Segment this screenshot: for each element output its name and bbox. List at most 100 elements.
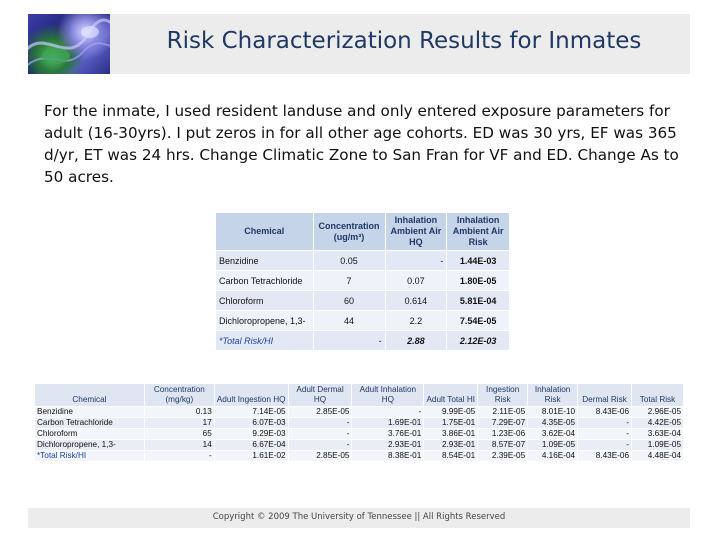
table2-cell: - bbox=[287, 428, 353, 440]
table2-cell: 4.48E-04 bbox=[631, 450, 684, 462]
table1-header-chemical: Chemical bbox=[215, 212, 314, 251]
table2-cell: - bbox=[577, 417, 632, 429]
table2-cell: 2.85E-05 bbox=[287, 406, 353, 418]
table2-cell: 1.23E-06 bbox=[477, 428, 529, 440]
table1-cell-risk: 2.12E-03 bbox=[446, 330, 510, 351]
table2-header-ingestion-hq: Adult Ingestion HQ bbox=[213, 383, 289, 407]
table-row-total: *Total Risk/HI - 1.61E-02 2.85E-05 8.38E… bbox=[34, 450, 684, 462]
table1-cell-hq: - bbox=[384, 250, 448, 271]
table2-cell: 4.35E-05 bbox=[527, 417, 579, 429]
table1-cell-hq: 0.614 bbox=[384, 290, 448, 311]
table2-cell: Carbon Tetrachloride bbox=[34, 417, 145, 429]
table1-cell-risk: 1.80E-05 bbox=[446, 270, 510, 291]
table2-cell: 9.29E-03 bbox=[213, 428, 289, 440]
table-row: Carbon Tetrachloride 7 0.07 1.80E-05 bbox=[215, 270, 510, 291]
table-row: Dichloropropene, 1,3- 14 6.67E-04 - 2.93… bbox=[34, 439, 684, 451]
table2-cell: 1.69E-01 bbox=[351, 417, 425, 429]
table1-cell-chemical: Chloroform bbox=[215, 290, 314, 311]
table2-header-chemical: Chemical bbox=[34, 383, 145, 407]
table2-cell: 8.43E-06 bbox=[577, 406, 632, 418]
table2-cell: 4.42E-05 bbox=[631, 417, 684, 429]
table2-cell: 8.57E-07 bbox=[477, 439, 529, 451]
inhalation-risk-table: Chemical Concentration (ug/m³) Inhalatio… bbox=[215, 212, 510, 351]
table2-cell: 1.61E-02 bbox=[213, 450, 289, 462]
table1-cell-chemical: Carbon Tetrachloride bbox=[215, 270, 314, 291]
table1-cell-hq: 2.88 bbox=[384, 330, 448, 351]
table2-cell: Benzidine bbox=[34, 406, 145, 418]
table2-cell: 3.76E-01 bbox=[351, 428, 425, 440]
table2-header-total-hi: Adult Total HI bbox=[423, 383, 479, 407]
header-bar bbox=[28, 14, 690, 74]
table-row: Carbon Tetrachloride 17 6.07E-03 - 1.69E… bbox=[34, 417, 684, 429]
table1-cell-risk: 7.54E-05 bbox=[446, 310, 510, 331]
table2-header-concentration: Concentration (mg/kg) bbox=[143, 383, 215, 407]
table2-header-total-risk: Total Risk bbox=[631, 383, 684, 407]
table2-cell: - bbox=[577, 439, 632, 451]
table2-cell: 8.54E-01 bbox=[423, 450, 479, 462]
table1-cell-chemical: Benzidine bbox=[215, 250, 314, 271]
table2-cell: 2.93E-01 bbox=[423, 439, 479, 451]
table2-header-ingestion-risk: Ingestion Risk bbox=[477, 383, 529, 407]
table2-cell: 4.16E-04 bbox=[527, 450, 579, 462]
table2-cell: 14 bbox=[143, 439, 215, 451]
table1-cell-risk: 5.81E-04 bbox=[446, 290, 510, 311]
table2-cell: 7.29E-07 bbox=[477, 417, 529, 429]
table2-cell: 9.99E-05 bbox=[423, 406, 479, 418]
table-row: Dichloropropene, 1,3- 44 2.2 7.54E-05 bbox=[215, 310, 510, 331]
table2-cell: 2.11E-05 bbox=[477, 406, 529, 418]
table2-cell: 17 bbox=[143, 417, 215, 429]
table1-cell-risk: 1.44E-03 bbox=[446, 250, 510, 271]
table2-cell: 1.75E-01 bbox=[423, 417, 479, 429]
table1-header-hq: Inhalation Ambient Air HQ bbox=[384, 212, 448, 251]
table1-cell-hq: 0.07 bbox=[384, 270, 448, 291]
table-row: Benzidine 0.13 7.14E-05 2.85E-05 - 9.99E… bbox=[34, 406, 684, 418]
table2-header-inhalation-hq: Adult Inhalation HQ bbox=[351, 383, 425, 407]
table1-cell-concentration: 60 bbox=[312, 290, 386, 311]
table2-cell: 1.09E-05 bbox=[527, 439, 579, 451]
table2-header-dermal-risk: Dermal Risk bbox=[577, 383, 632, 407]
table-row: Chloroform 65 9.29E-03 - 3.76E-01 3.86E-… bbox=[34, 428, 684, 440]
table2-cell: - bbox=[287, 439, 353, 451]
table2-cell: 2.96E-05 bbox=[631, 406, 684, 418]
table2-cell: - bbox=[143, 450, 215, 462]
table2-cell: 8.38E-01 bbox=[351, 450, 425, 462]
earth-swirl-icon bbox=[28, 18, 110, 67]
table2-cell: - bbox=[351, 406, 425, 418]
table-row: Benzidine 0.05 - 1.44E-03 bbox=[215, 250, 510, 271]
table1-cell-hq: 2.2 bbox=[384, 310, 448, 331]
table2-header-inhalation-risk: Inhalation Risk bbox=[527, 383, 579, 407]
table2-cell: 3.62E-04 bbox=[527, 428, 579, 440]
table1-cell-concentration: 7 bbox=[312, 270, 386, 291]
table2-cell: - bbox=[577, 428, 632, 440]
table2-cell: 0.13 bbox=[143, 406, 215, 418]
table2-cell: 6.67E-04 bbox=[213, 439, 289, 451]
table-row-total: *Total Risk/HI - 2.88 2.12E-03 bbox=[215, 330, 510, 351]
intro-paragraph: For the inmate, I used resident landuse … bbox=[44, 102, 679, 186]
table2-cell: 2.93E-01 bbox=[351, 439, 425, 451]
table1-cell-concentration: - bbox=[312, 330, 386, 351]
table1-cell-concentration: 0.05 bbox=[312, 250, 386, 271]
table2-cell: *Total Risk/HI bbox=[34, 450, 145, 462]
table2-cell: 8.43E-06 bbox=[577, 450, 632, 462]
table2-cell: 65 bbox=[143, 428, 215, 440]
footer-bar bbox=[28, 508, 690, 528]
table2-cell: 6.07E-03 bbox=[213, 417, 289, 429]
table1-header-risk: Inhalation Ambient Air Risk bbox=[446, 212, 510, 251]
copyright-text: Copyright © 2009 The University of Tenne… bbox=[212, 512, 506, 522]
table2-cell: 3.63E-04 bbox=[631, 428, 684, 440]
table2-cell: 2.85E-05 bbox=[287, 450, 353, 462]
table2-cell: 1.09E-05 bbox=[631, 439, 684, 451]
page-title: Risk Characterization Results for Inmate… bbox=[166, 28, 642, 54]
table2-cell: 8.01E-10 bbox=[527, 406, 579, 418]
table2-header-dermal-hq: Adult Dermal HQ bbox=[287, 383, 353, 407]
table2-cell: - bbox=[287, 417, 353, 429]
table-row: Chloroform 60 0.614 5.81E-04 bbox=[215, 290, 510, 311]
table2-cell: 7.14E-05 bbox=[213, 406, 289, 418]
logo-image bbox=[28, 14, 110, 74]
table2-cell: 2.39E-05 bbox=[477, 450, 529, 462]
table1-cell-concentration: 44 bbox=[312, 310, 386, 331]
soil-risk-table: Chemical Concentration (mg/kg) Adult Ing… bbox=[34, 383, 684, 462]
table2-cell: Chloroform bbox=[34, 428, 145, 440]
table1-header-concentration: Concentration (ug/m³) bbox=[312, 212, 386, 251]
table2-cell: 3.86E-01 bbox=[423, 428, 479, 440]
